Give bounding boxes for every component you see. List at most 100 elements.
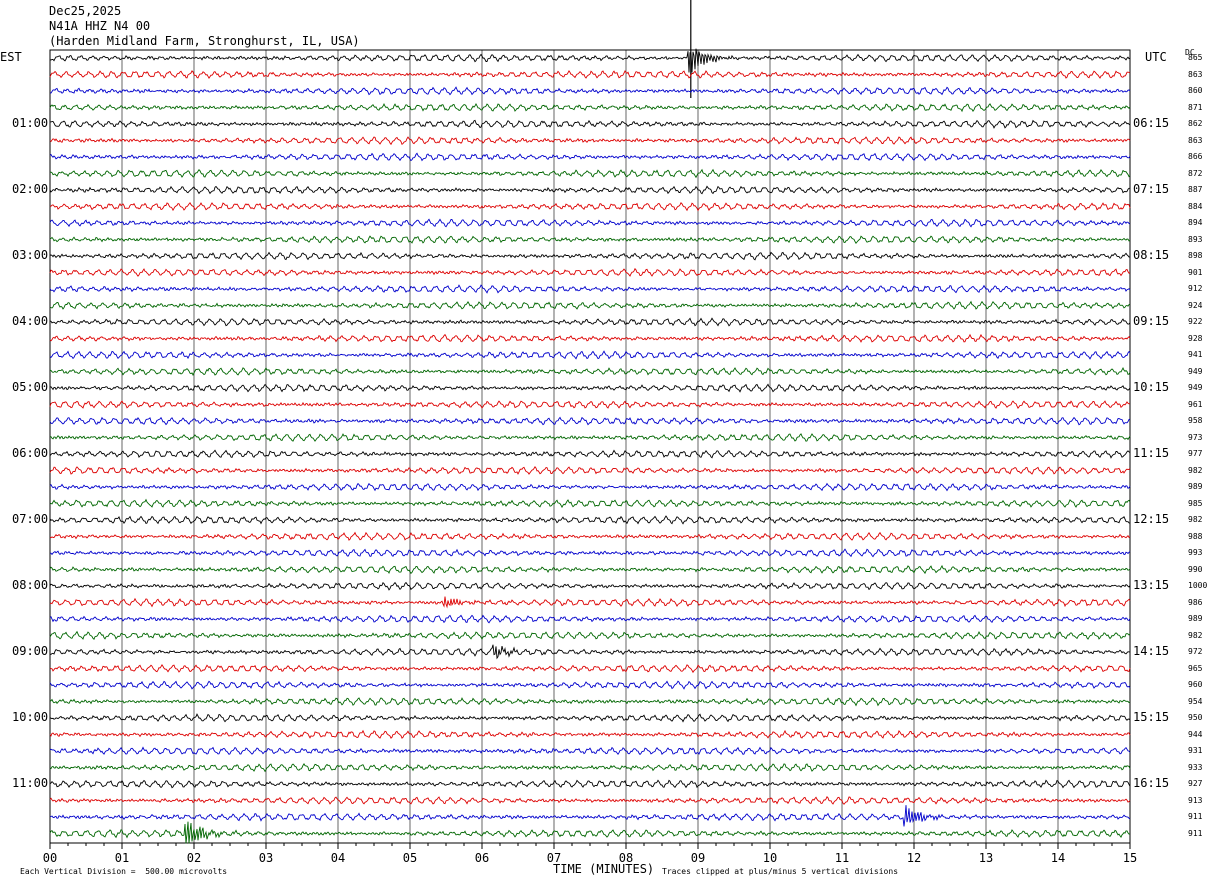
dc-offset-label: 933 [1188,762,1203,772]
left-hour-label: 03:00 [12,248,49,262]
dc-offset-label: 988 [1188,531,1203,541]
scale-note: Each Vertical Division = 500.00 microvol… [20,867,228,876]
dc-offset-label: 871 [1188,102,1203,112]
trace-row [49,350,1131,360]
right-hour-label: 11:15 [1133,446,1170,460]
dc-offset-label: 912 [1188,284,1203,293]
clip-note: Traces clipped at plus/minus 5 vertical … [662,867,899,876]
dc-offset-label: 863 [1188,135,1203,145]
dc-offset-label: 1000 [1188,581,1208,590]
dc-offset-label: 972 [1188,647,1203,656]
trace-row [49,482,1131,492]
trace-row [49,86,1131,96]
trace-row [49,746,1131,756]
trace-row [49,498,1131,509]
dc-offset-label: 993 [1188,548,1203,557]
header-station: N41A HHZ N4 00 [49,19,151,33]
dc-offset-label: 924 [1188,300,1203,310]
x-tick-label: 12 [907,851,921,865]
right-hour-label: 15:15 [1133,710,1170,724]
trace-row [49,103,1131,113]
dc-offset-label: 928 [1188,333,1203,343]
dc-offset-label: 989 [1188,482,1203,491]
left-hour-label: 02:00 [12,182,49,196]
trace-row [50,548,1131,558]
dc-offset-label: 949 [1188,366,1203,376]
dc-offset-label: 860 [1188,86,1203,95]
right-hour-label: 10:15 [1133,380,1170,394]
dc-offset-label: 863 [1188,69,1203,79]
dc-offset-label: 961 [1188,399,1203,409]
left-hour-label: 09:00 [12,644,49,658]
trace-row [49,119,1131,129]
x-tick-label: 02 [187,851,201,865]
x-tick-label: 09 [691,851,705,865]
dc-offset-label: 872 [1188,168,1203,178]
left-hour-label: 04:00 [12,314,49,328]
dc-offset-label: 911 [1188,812,1203,821]
trace-row [49,317,1131,327]
trace-row [49,465,1131,475]
dc-offset-label: 911 [1188,828,1203,838]
trace-row [49,136,1131,146]
right-hour-label: 08:15 [1133,248,1170,262]
trace-row [49,680,1131,690]
dc-offset-label: 949 [1188,383,1203,392]
right-hour-label: 16:15 [1133,776,1170,790]
dc-offset-label: 950 [1188,713,1203,722]
dc-offset-label: 927 [1188,779,1203,788]
left-hour-label: 01:00 [12,116,49,130]
plot-frame [49,49,1131,844]
x-tick-label: 03 [259,851,273,865]
right-hour-label: 07:15 [1133,182,1170,196]
left-timezone-label: EST [0,50,22,64]
dc-offset-label: 944 [1188,729,1203,739]
trace-row [49,300,1131,310]
trace-row [49,697,1131,707]
dc-label: DC [1185,48,1195,57]
dc-offset-label: 913 [1188,795,1203,805]
trace-row [49,805,1131,827]
trace-row [49,202,1131,212]
dc-offset-label: 866 [1188,152,1203,161]
trace-row [49,581,1131,591]
trace-row [49,366,1131,377]
x-tick-label: 15 [1123,851,1137,865]
trace-row [49,400,1130,409]
trace-row [49,383,1131,393]
trace-row [49,152,1131,162]
dc-offset-label: 941 [1188,350,1203,359]
dc-offset-label: 986 [1188,597,1203,607]
dc-offset-label: 985 [1188,498,1203,508]
dc-offset-label: 973 [1188,432,1203,442]
trace-row [49,644,1131,660]
trace-row [49,433,1131,442]
trace-row [49,48,1131,73]
dc-offset-label: 865 [1188,53,1203,62]
trace-row [49,267,1131,277]
header-date: Dec25,2025 [49,4,122,18]
x-tick-label: 14 [1051,851,1065,865]
right-hour-label: 09:15 [1133,314,1170,328]
trace-row [49,333,1131,343]
dc-offset-label: 893 [1188,234,1203,244]
trace-row [49,596,1131,609]
x-tick-label: 08 [619,851,633,865]
dc-offset-label: 982 [1188,630,1203,640]
trace-row [49,70,1131,79]
trace-row [49,614,1131,624]
x-tick-label: 07 [547,851,561,865]
right-hour-label: 06:15 [1133,116,1170,130]
dc-offset-label: 884 [1188,201,1203,211]
dc-offset-label: 862 [1188,119,1203,128]
trace-row [49,729,1131,739]
x-axis-title: TIME (MINUTES) [553,862,655,876]
trace-row [49,821,1130,844]
left-hour-label: 08:00 [12,578,49,592]
header-location: (Harden Midland Farm, Stronghurst, IL, U… [49,34,360,48]
x-tick-label: 00 [43,851,57,865]
trace-row [49,630,1131,640]
dc-offset-label: 982 [1188,465,1203,475]
trace-row [49,564,1131,575]
